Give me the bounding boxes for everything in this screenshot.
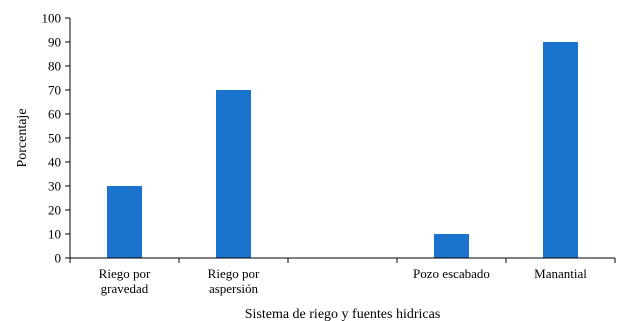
- y-axis-title: Porcentaje: [15, 108, 30, 167]
- bar: [216, 90, 251, 258]
- x-category-label: Riego por: [208, 266, 260, 281]
- y-tick-label: 0: [55, 251, 62, 266]
- y-tick-label: 20: [48, 203, 61, 218]
- x-category-label: aspersión: [209, 281, 259, 296]
- y-tick-label: 100: [42, 11, 62, 26]
- y-axis-ticks: 0 10 20 30 40 50 60 70 80 90 100: [42, 11, 70, 266]
- bars: [107, 42, 578, 258]
- x-axis-title: Sistema de riego y fuentes hidricas: [245, 307, 441, 321]
- y-tick-label: 50: [48, 131, 61, 146]
- y-tick-label: 10: [48, 227, 61, 242]
- y-tick-label: 90: [48, 35, 61, 50]
- bar: [434, 234, 469, 258]
- x-category-label: Riego por: [99, 266, 151, 281]
- x-category-label: Pozo escabado: [413, 266, 490, 281]
- bar: [543, 42, 578, 258]
- y-tick-label: 60: [48, 107, 61, 122]
- y-tick-label: 80: [48, 59, 61, 74]
- x-category-label: gravedad: [101, 281, 149, 296]
- bar: [107, 186, 142, 258]
- x-category-label: Manantial: [534, 266, 587, 281]
- y-tick-label: 40: [48, 155, 61, 170]
- y-tick-label: 70: [48, 83, 61, 98]
- y-tick-label: 30: [48, 179, 61, 194]
